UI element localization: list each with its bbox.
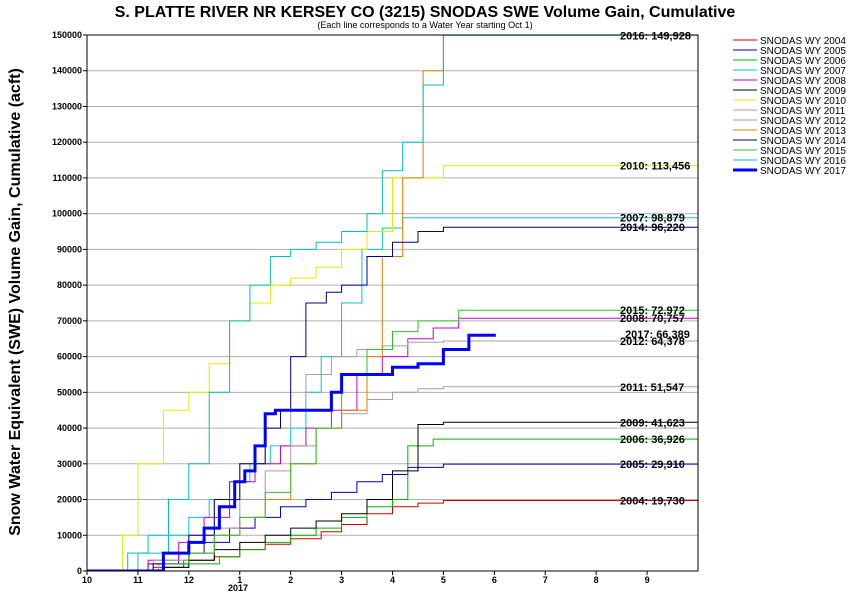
y-tick-label: 150000 — [52, 30, 82, 40]
y-tick-label: 50000 — [57, 387, 82, 397]
y-tick-labels: 0 10000 20000 30000 40000 50000 60000 70000 8000… — [52, 30, 87, 576]
end-label: 2006: 36,926 — [620, 434, 685, 446]
series-line-snodas-wy-2017 — [87, 333, 496, 571]
x-tick-label: 2 — [288, 575, 293, 585]
y-tick-label: 70000 — [57, 316, 82, 326]
x-tick-label: 3 — [339, 575, 344, 585]
legend-entry: SNODAS WY 2007 — [760, 66, 846, 77]
series-lines — [87, 35, 698, 571]
end-label: 2011: 51,547 — [620, 382, 684, 394]
end-label: 2014: 96,220 — [620, 222, 685, 234]
legend-entry: SNODAS WY 2016 — [760, 156, 846, 167]
x-tick-label: 4 — [390, 575, 395, 585]
end-label: 2005: 29,910 — [620, 459, 685, 471]
x-tick-label: 11 — [133, 575, 143, 585]
end-label: 2008: 70,757 — [620, 313, 685, 325]
series-line-snodas-wy-2016 — [87, 35, 698, 571]
y-tick-label: 0 — [77, 566, 82, 576]
series-line-snodas-wy-2015 — [87, 309, 698, 571]
legend-entry: SNODAS WY 2005 — [760, 46, 846, 57]
legend-entry: SNODAS WY 2004 — [760, 36, 846, 47]
x-tick-label: 8 — [594, 575, 599, 585]
legend-entry: SNODAS WY 2010 — [760, 96, 846, 107]
legend-entry: SNODAS WY 2017 — [760, 166, 846, 177]
x-tick-label: 6 — [492, 575, 497, 585]
end-label: 2012: 64,378 — [620, 336, 685, 348]
x-tick-label: 7 — [543, 575, 548, 585]
chart-title: S. PLATTE RIVER NR KERSEY CO (3215) SNOD… — [115, 4, 736, 21]
end-label: 2017: 66,389 — [625, 329, 690, 341]
legend-entry: SNODAS WY 2012 — [760, 116, 846, 127]
y-tick-label: 20000 — [57, 495, 82, 505]
y-tick-label: 30000 — [57, 459, 82, 469]
y-axis-title: Snow Water Equivalent (SWE) Volume Gain,… — [7, 68, 24, 536]
y-tick-label: 10000 — [57, 530, 82, 540]
x-tick-labels: 10 11 12 1 2 3 4 5 6 7 8 9 — [82, 571, 650, 585]
legend-entry: SNODAS WY 2006 — [760, 56, 846, 67]
legend-entry: SNODAS WY 2014 — [760, 136, 846, 147]
x-tick-label: 1 — [237, 575, 242, 585]
end-label: 2015: 72,972 — [620, 305, 685, 317]
legend-entry: SNODAS WY 2011 — [760, 106, 846, 117]
plot-frame — [86, 34, 699, 572]
x-tick-label: 9 — [645, 575, 650, 585]
y-tick-label: 60000 — [57, 352, 82, 362]
end-label: 2004: 19,730 — [620, 495, 685, 507]
y-tick-label: 100000 — [52, 209, 82, 219]
y-tick-label: 130000 — [52, 101, 82, 111]
year-label: 2017 — [228, 583, 248, 593]
x-tick-label: 12 — [184, 575, 194, 585]
y-tick-label: 120000 — [52, 137, 82, 147]
end-label: 2007: 98,879 — [620, 213, 685, 225]
legend-entry: SNODAS WY 2008 — [760, 76, 846, 87]
y-tick-label: 110000 — [52, 173, 82, 183]
end-label: 2009: 41,623 — [620, 417, 685, 429]
chart-subtitle: (Each line corresponds to a Water Year s… — [317, 20, 532, 30]
series-line-snodas-wy-2010 — [87, 165, 698, 571]
series-line-snodas-wy-2006 — [87, 438, 698, 571]
legend-entry: SNODAS WY 2013 — [760, 126, 846, 137]
series-line-snodas-wy-2009 — [87, 421, 698, 571]
y-tick-label: 140000 — [52, 66, 82, 76]
x-tick-label: 5 — [441, 575, 446, 585]
legend-entry: SNODAS WY 2009 — [760, 86, 846, 97]
end-label: 2010: 113,456 — [620, 161, 690, 173]
x-tick-label: 10 — [82, 575, 92, 585]
end-labels: 2004: 19,730 2005: 29,910 2006: 36,926 2007… — [620, 30, 691, 507]
series-line-snodas-wy-2014 — [87, 226, 698, 571]
y-tick-label: 80000 — [57, 280, 82, 290]
y-tick-label: 90000 — [57, 244, 82, 254]
legend-entry: SNODAS WY 2015 — [760, 146, 846, 157]
y-tick-label: 40000 — [57, 423, 82, 433]
end-label: 2016: 149,928 — [620, 30, 691, 42]
